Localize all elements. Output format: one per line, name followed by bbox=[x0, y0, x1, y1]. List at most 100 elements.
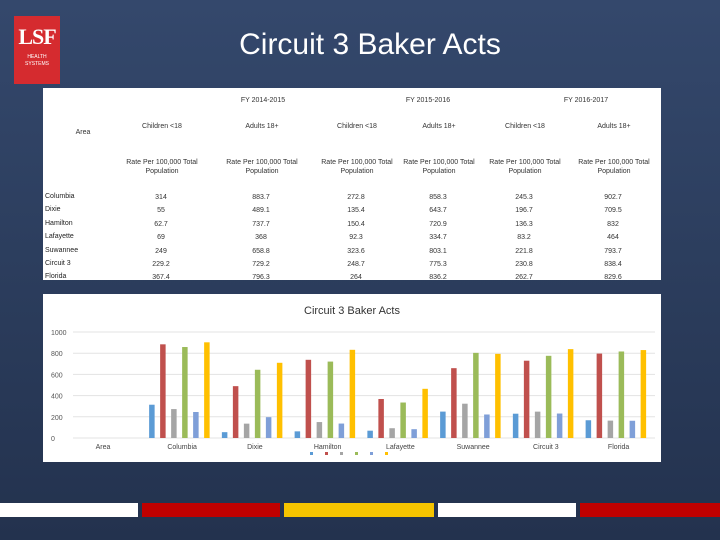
x-tick-label: Florida bbox=[608, 444, 630, 451]
y-tick-label: 400 bbox=[51, 394, 63, 401]
rate-header: Rate Per 100,000 Total Population bbox=[226, 159, 298, 175]
footer-bar bbox=[438, 503, 576, 517]
area-header: Area bbox=[75, 129, 91, 136]
table-cell: 272.8 bbox=[347, 194, 365, 201]
bar bbox=[378, 398, 384, 438]
table-cell: 709.5 bbox=[604, 207, 622, 215]
bar bbox=[556, 413, 563, 438]
bar bbox=[276, 362, 283, 438]
table-cell: 314 bbox=[155, 194, 167, 201]
bar bbox=[567, 349, 574, 438]
bar bbox=[221, 432, 228, 438]
x-tick-label: Lafayette bbox=[386, 444, 415, 451]
table-cell: 196.7 bbox=[515, 207, 533, 215]
table-cell: 92.3 bbox=[349, 234, 363, 242]
bar bbox=[400, 402, 406, 438]
fy-header: FY 2015-2016 bbox=[405, 97, 451, 104]
table-cell: 323.6 bbox=[347, 247, 365, 255]
fy-header: FY 2016-2017 bbox=[563, 97, 609, 104]
bar bbox=[254, 369, 261, 438]
bar bbox=[534, 411, 541, 438]
table-cell: 793.7 bbox=[604, 247, 622, 255]
row-area-label: Columbia bbox=[45, 193, 75, 200]
table-cell: 245.3 bbox=[515, 194, 533, 201]
y-tick-label: 200 bbox=[51, 415, 63, 422]
x-tick-label: Hamilton bbox=[314, 444, 342, 451]
table-cell: 229.2 bbox=[152, 261, 170, 268]
y-tick-label: 600 bbox=[51, 372, 63, 379]
bar bbox=[193, 411, 199, 438]
table-cell: 264 bbox=[350, 274, 362, 282]
bar bbox=[149, 404, 155, 438]
bar bbox=[585, 420, 592, 438]
bar bbox=[232, 386, 239, 438]
table-cell: 248.7 bbox=[347, 261, 365, 268]
y-tick-label: 800 bbox=[51, 351, 63, 358]
lsf-logo: LSF HEALTH SYSTEMS bbox=[14, 16, 60, 84]
bar bbox=[367, 430, 373, 438]
bar bbox=[265, 417, 272, 438]
fy-header: FY 2014-2015 bbox=[240, 97, 286, 104]
logo-subtext-2: SYSTEMS bbox=[25, 61, 49, 67]
group-header: Adults 18+ bbox=[245, 123, 279, 130]
bar bbox=[160, 344, 166, 438]
x-tick-label: Columbia bbox=[167, 444, 197, 451]
table-cell: 658.8 bbox=[252, 247, 270, 255]
bar bbox=[484, 414, 490, 438]
chart-svg: Circuit 3 Baker Acts 0 200 400 600 800 1000 Are… bbox=[51, 305, 655, 455]
legend-swatch bbox=[355, 452, 358, 455]
table-cell: 832 bbox=[607, 220, 619, 228]
table-cell: 249 bbox=[155, 247, 167, 255]
bar bbox=[316, 422, 323, 438]
table-cell: 643.7 bbox=[429, 207, 447, 215]
bar bbox=[294, 431, 301, 438]
table-cell: 262.7 bbox=[515, 274, 533, 282]
table-cell: 62.7 bbox=[154, 220, 168, 228]
table-cell: 368 bbox=[255, 234, 267, 242]
table-cell: 136.3 bbox=[515, 220, 533, 228]
bar bbox=[305, 359, 312, 438]
table-cell: 720.9 bbox=[429, 220, 447, 228]
bar bbox=[422, 388, 428, 438]
table-cell: 464 bbox=[607, 234, 619, 242]
table-cell: 55 bbox=[157, 207, 165, 215]
y-tick-label: 0 bbox=[51, 436, 55, 443]
rate-header: Rate Per 100,000 Total Population bbox=[403, 159, 475, 175]
bar bbox=[182, 347, 188, 438]
table-cell: 489.1 bbox=[252, 207, 270, 215]
table-cell: 796.3 bbox=[252, 274, 270, 282]
bar bbox=[204, 342, 210, 438]
baker-acts-chart: Circuit 3 Baker Acts 0 200 400 600 800 1000 Are… bbox=[43, 294, 661, 462]
bar bbox=[349, 349, 356, 438]
bar bbox=[389, 428, 395, 438]
bar bbox=[523, 360, 530, 438]
row-area-label: Florida bbox=[45, 273, 67, 281]
logo-mark: LSF bbox=[18, 24, 56, 49]
row-area-label: Lafayette bbox=[45, 233, 74, 241]
table-cell: 836.2 bbox=[429, 274, 447, 282]
group-header: Children <18 bbox=[337, 123, 377, 130]
legend-swatch bbox=[370, 452, 373, 455]
rate-header: Rate Per 100,000 Total Population bbox=[321, 159, 393, 175]
x-tick-label: Circuit 3 bbox=[533, 444, 559, 451]
group-header: Adults 18+ bbox=[422, 123, 456, 130]
legend-swatch bbox=[325, 452, 328, 455]
table-cell: 83.2 bbox=[517, 234, 531, 242]
group-header: Adults 18+ bbox=[597, 123, 631, 130]
bar bbox=[338, 423, 345, 438]
table-cell: 135.4 bbox=[347, 207, 365, 215]
bar bbox=[440, 411, 446, 438]
table-cell: 803.1 bbox=[429, 247, 447, 255]
slide-title: Circuit 3 Baker Acts bbox=[239, 28, 501, 61]
group-header: Children <18 bbox=[142, 123, 182, 130]
bar bbox=[512, 413, 519, 438]
y-tick-label: 1000 bbox=[51, 330, 67, 337]
row-area-label: Hamilton bbox=[45, 219, 73, 227]
bar bbox=[629, 420, 636, 438]
row-area-label: Suwannee bbox=[45, 246, 79, 254]
table-cell: 221.8 bbox=[515, 247, 533, 255]
table-cell: 902.7 bbox=[604, 194, 622, 201]
table-cell: 838.4 bbox=[604, 261, 622, 268]
table-cell: 69 bbox=[157, 234, 165, 242]
x-tick-label: Dixie bbox=[247, 444, 263, 451]
